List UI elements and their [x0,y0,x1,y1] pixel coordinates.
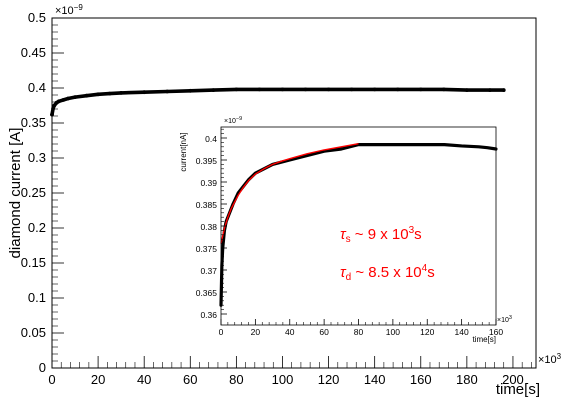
inset-x-tick-label: 100 [386,327,400,337]
inset-y-tick-label: 0.365 [196,288,218,298]
inset-x-tick-label: 160 [489,327,503,337]
main-x-tick-label: 180 [456,372,478,387]
main-x-tick-label: 200 [502,372,524,387]
main-y-tick-label: 0.1 [28,290,46,305]
annotation-tau-s-sup: 3 [409,225,415,236]
inset-y-tick-label: 0.395 [196,156,218,166]
inset-y-multiplier-base: ×10 [224,118,236,125]
annotation-tau-s: τs ~ 9 x 103s [340,225,422,245]
main-plot: 0 20 40 60 80 100 120 140 160 180 200 00.050.10.15… [7,3,562,398]
inset-y-tick-label: 0.39 [200,178,217,188]
main-y-tick-label: 0 [39,360,46,375]
main-y-tick-label: 0.45 [21,45,46,60]
main-y-tick-label: 0.2 [28,220,46,235]
annotation-tau-s-unit: s [414,226,422,243]
main-x-tick-label: 20 [91,372,105,387]
annotation-tau-s-symbol: τ [340,226,347,243]
main-y-tick-label: 0.4 [28,80,46,95]
main-x-tick-label: 40 [137,372,151,387]
main-y-tick-label: 0.5 [28,10,46,25]
inset-x-tick-label: 40 [285,327,295,337]
inset-x-axis-title: time[s] [472,335,496,344]
annotation-tau-d-sup: 4 [422,263,428,274]
main-y-axis-title: diamond current [A] [7,128,24,259]
inset-y-tick-label: 0.37 [200,266,217,276]
main-x-axis: 0 20 40 60 80 100 120 140 160 180 200 [48,356,532,387]
inset-fit-line [220,143,359,244]
main-y-tick-label: 0.05 [21,325,46,340]
main-x-tick-label: 100 [272,372,294,387]
main-x-tick-label: 0 [48,372,55,387]
main-y-multiplier-base: ×10 [55,5,74,17]
inset-y-axis: 0.36 0.365 0.37 0.375 0.38 0.385 0.39 0.395 0.4 [196,128,227,320]
inset-y-tick-label: 0.385 [196,200,218,210]
inset-x-tick-label: 20 [251,327,261,337]
inset-x-multiplier-base: ×10 [497,317,509,324]
main-x-multiplier: ×103 [538,352,562,366]
annotation-tau-d-mid: ~ 8.5 x 10 [351,264,421,281]
annotation-tau-s-mid: ~ 9 x 10 [351,226,409,243]
annotation-tau-d-unit: s [427,264,435,281]
inset-x-tick-label: 80 [354,327,364,337]
main-x-tick-label: 60 [183,372,197,387]
annotation-tau-d-symbol: τ [340,264,347,281]
inset-x-tick-label: 140 [455,327,469,337]
inset-y-tick-label: 0.375 [196,244,218,254]
inset-x-multiplier: ×103 [497,315,512,324]
inset-plot: 0 20 40 60 80 100 120 140 160 0.36 0.365 0.37 0.375… [176,116,534,356]
main-y-multiplier-exp: −9 [74,3,84,12]
inset-background [176,116,534,356]
inset-fit-curve [220,143,359,244]
main-y-tick-label: 0.35 [21,115,46,130]
annotation-tau-d: τd ~ 8.5 x 104s [340,263,435,283]
main-x-tick-label: 80 [229,372,243,387]
inset-x-tick-label: 120 [420,327,434,337]
main-x-tick-label: 120 [318,372,340,387]
main-x-tick-label: 160 [410,372,432,387]
main-x-tick-label: 140 [364,372,386,387]
inset-x-multiplier-exp: 3 [509,315,512,321]
main-y-tick-label: 0.3 [28,150,46,165]
main-y-tick-label: 0.25 [21,185,46,200]
main-data-line [50,87,506,117]
inset-y-tick-label: 0.36 [200,310,217,320]
main-y-tick-label: 0.15 [21,255,46,270]
inset-y-axis-title: current[nA] [179,132,188,171]
annotation-tau-d-sub: d [346,272,352,283]
inset-x-tick-label: 0 [219,327,224,337]
main-x-multiplier-exp: 3 [557,352,562,361]
main-y-axis: 0 0.05 0.1 0.15 0.2 0.25 0.3 0.35 0.4 0.45 0.5 [21,10,64,375]
main-x-multiplier-base: ×10 [538,354,557,366]
inset-y-tick-label: 0.4 [205,134,217,144]
main-y-multiplier: ×10−9 [55,3,83,17]
main-x-axis-title: time[s] [496,381,540,398]
inset-y-multiplier-exp: −9 [236,116,242,122]
inset-x-tick-label: 60 [319,327,329,337]
inset-y-multiplier: ×10−9 [224,116,242,125]
inset-x-axis: 0 20 40 60 80 100 120 140 160 [219,319,503,337]
inset-y-tick-label: 0.38 [200,222,217,232]
annotation-tau-s-sub: s [346,234,351,245]
